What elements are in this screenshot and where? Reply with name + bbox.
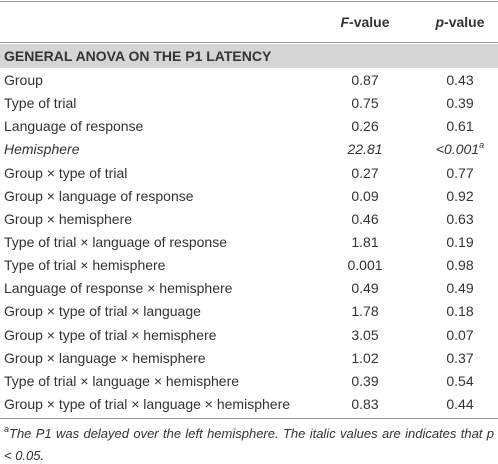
f-value: 3.05 [351,326,379,343]
p-value-cell: 0.43 [446,70,473,90]
p-value: 0.18 [446,303,474,320]
f-value: 0.87 [351,72,379,88]
p-value: 0.54 [446,372,474,389]
f-value: 0.46 [351,210,379,227]
p-value-cell: 0.92 [446,186,473,206]
p-value: 0.92 [446,187,474,204]
f-value: 1.81 [351,233,379,250]
f-value: 0.75 [351,95,379,112]
header-text: -value [349,14,390,30]
header-symbol: p [435,14,445,30]
p-value: 0.19 [446,233,474,250]
p-value-cell: <0.001a [436,139,484,159]
bottom-rule [0,418,498,419]
row-label: Language of response × hemisphere [4,280,233,297]
p-value: 0.49 [446,280,474,297]
p-value-cell: 0.49 [446,278,473,298]
p-value-cell: 0.44 [446,394,473,414]
p-value: 0.39 [446,95,474,112]
p-value: 0.07 [446,326,474,343]
f-value: 0.27 [351,164,379,181]
f-value: 1.02 [351,349,379,366]
p-value: 0.44 [446,395,474,412]
row-label: Group × language × hemisphere [4,349,206,366]
row-label: Group × language of response [4,187,194,204]
column-header: F-value [340,12,389,32]
f-value: 22.81 [347,141,383,158]
column-header: p-value [435,12,484,32]
p-value-cell: 0.39 [446,93,473,113]
p-value-cell: 0.18 [446,301,473,321]
row-label: Group [4,72,43,88]
p-value: 0.63 [446,210,474,227]
row-label: Group × type of trial × language × hemis… [4,395,291,412]
f-value: 0.09 [351,187,379,204]
note-marker: a [479,140,485,151]
p-value-cell: 0.19 [446,232,473,252]
p-value: 0.43 [446,72,474,88]
row-label: Language of response [4,118,144,135]
row-label: Type of trial [4,95,77,112]
row-label: Group × type of trial [4,164,128,181]
row-label: Group × hemisphere [4,210,133,227]
f-value: 0.39 [351,372,379,389]
header-rule [0,42,498,43]
p-value-cell: 0.63 [446,209,473,229]
row-label: Group × type of trial × hemisphere [4,326,217,343]
row-label: Hemisphere [4,141,80,158]
footnote-text: The P1 was delayed over the left hemisph… [4,426,494,463]
p-value-cell: 0.37 [446,348,473,368]
f-value: 1.78 [351,303,379,320]
row-label: Type of trial × language of response [4,233,227,250]
row-label: Type of trial × hemisphere [4,257,166,274]
footnote-marker: a [4,424,10,434]
f-value: 0.001 [347,257,383,274]
p-value-cell: 0.77 [446,163,473,183]
f-value: 0.83 [351,395,379,412]
row-label: Type of trial × language × hemisphere [4,372,240,389]
p-value: 0.77 [446,164,474,181]
f-value: 0.49 [351,280,379,297]
p-value-cell: 0.07 [446,325,473,345]
row-label: Group × type of trial × language [4,303,201,320]
p-value-cell: 0.54 [446,371,473,391]
f-value: 0.26 [351,118,379,135]
header-symbol: F [340,14,350,30]
p-value-cell: 0.61 [446,116,473,136]
section-row: GENERAL ANOVA ON THE P1 LATENCY [0,44,498,68]
header-text: -value [444,14,485,30]
p-value: 0.61 [446,118,474,135]
p-value: 0.37 [446,349,474,366]
footnote: aThe P1 was delayed over the left hemisp… [4,423,494,464]
top-rule [0,1,498,2]
p-value: <0.001 [435,141,480,158]
p-value: 0.98 [446,257,474,274]
section-title: GENERAL ANOVA ON THE P1 LATENCY [4,48,272,64]
p-value-cell: 0.98 [446,255,473,275]
